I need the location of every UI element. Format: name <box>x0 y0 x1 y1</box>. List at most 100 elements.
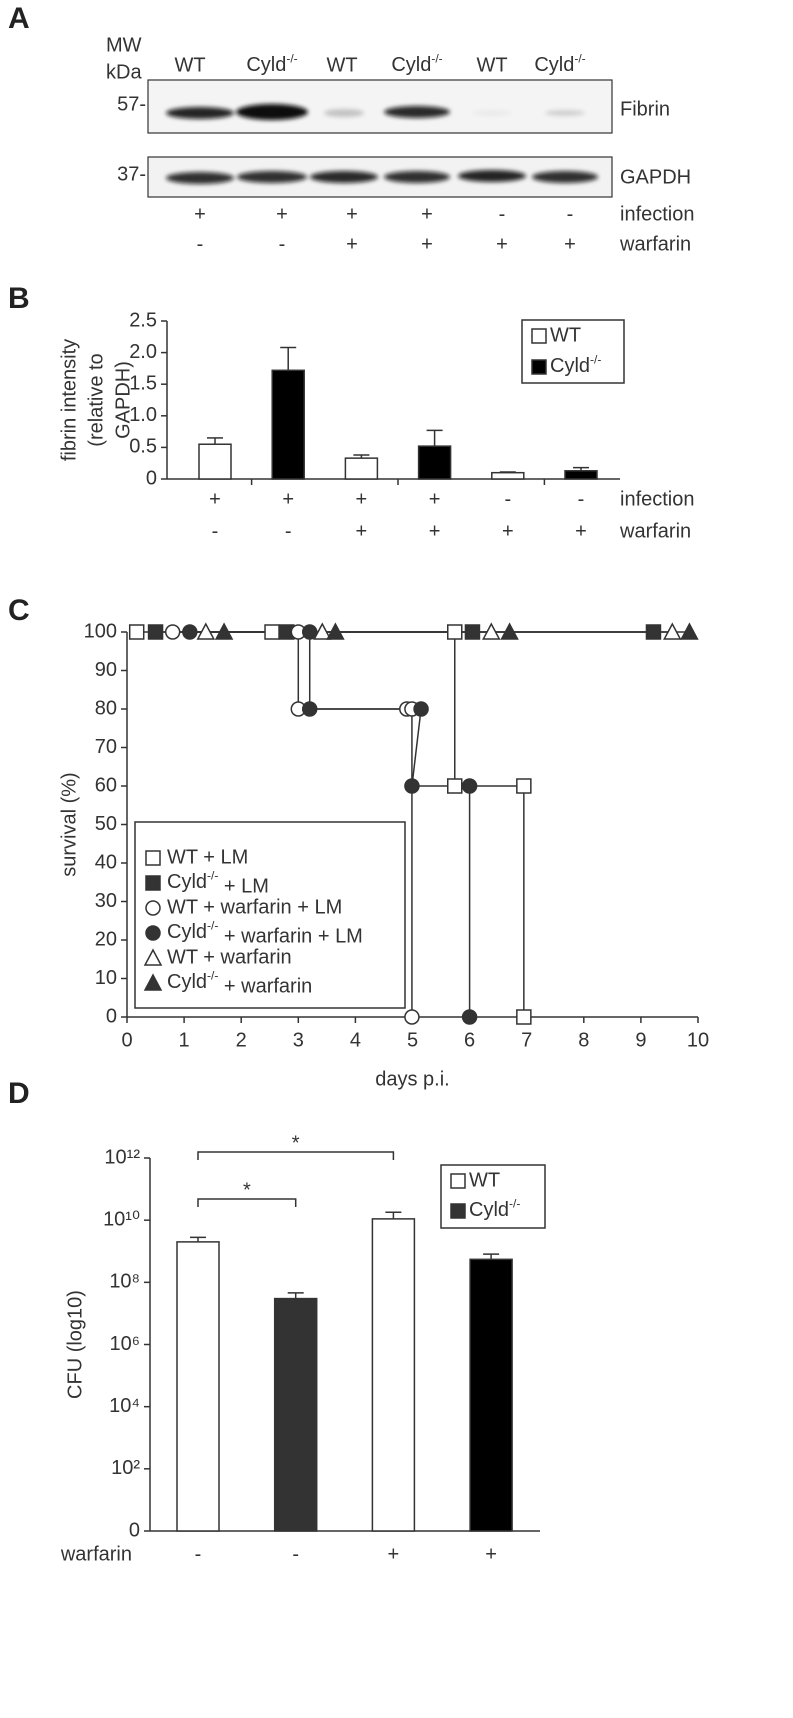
condition-sign: + <box>194 203 206 225</box>
superscript: -/- <box>574 52 585 66</box>
y-tick-label: 0.5 <box>129 436 157 458</box>
band <box>310 171 378 183</box>
y-tick-label: 10⁴ <box>109 1395 140 1417</box>
x-axis-label: warfarin <box>60 1543 132 1565</box>
y-tick-label: 50 <box>95 813 117 835</box>
condition-label: infection <box>620 488 695 510</box>
condition-sign: + <box>346 233 358 255</box>
marker <box>264 624 280 640</box>
marker <box>128 624 145 640</box>
band <box>545 110 585 116</box>
y-tick-label: 2.0 <box>129 341 157 363</box>
marker <box>645 624 662 640</box>
band <box>237 171 307 183</box>
condition-sign: + <box>429 488 441 510</box>
condition-sign: - <box>279 233 286 255</box>
band <box>532 171 598 183</box>
marker <box>301 701 318 717</box>
condition-sign: + <box>421 203 433 225</box>
condition-sign: + <box>421 233 433 255</box>
legend-label: WT + warfarin + LM <box>167 896 342 918</box>
condition-sign: - <box>499 203 506 225</box>
marker <box>516 778 532 794</box>
x-tick-label: 4 <box>350 1029 361 1051</box>
y-axis-label: fibrin intensity <box>58 339 80 461</box>
marker <box>143 973 163 991</box>
bar <box>469 1258 513 1532</box>
y-axis-label: (relative to <box>85 353 107 446</box>
condition-sign: - <box>504 488 511 510</box>
y-axis-label: survival (%) <box>58 772 80 876</box>
blot-image <box>147 79 613 198</box>
condition-sign: - <box>197 233 204 255</box>
condition-sign: - <box>212 520 219 542</box>
condition-sign: + <box>356 488 368 510</box>
bar <box>417 445 452 480</box>
legend-swatch <box>450 1203 466 1219</box>
marker <box>663 622 682 640</box>
lane-label: Cyld-/- <box>391 52 442 77</box>
y-tick-label: 80 <box>95 697 117 719</box>
y-axis-label: GAPDH) <box>112 361 134 439</box>
condition-sign: + <box>276 203 288 225</box>
panel-letter: B <box>8 282 30 315</box>
superscript: -/- <box>509 1197 520 1211</box>
panel-letter: C <box>8 594 30 627</box>
x-tick-label: 9 <box>635 1029 646 1051</box>
bar <box>564 470 598 480</box>
legend-label: Cyld-/- <box>550 353 601 378</box>
y-tick-label: 10⁸ <box>109 1271 140 1293</box>
x-tick-label: 1 <box>179 1029 190 1051</box>
condition-sign: + <box>356 520 368 542</box>
superscript: -/- <box>207 869 218 883</box>
marker <box>326 622 345 640</box>
significance-star: * <box>243 1179 251 1201</box>
significance-star: * <box>292 1132 300 1154</box>
marker <box>500 622 519 640</box>
marker <box>145 925 161 941</box>
panel-letter: A <box>8 2 30 35</box>
mw-label: kDa <box>106 61 142 83</box>
band <box>472 110 512 116</box>
x-tick-label: 5 <box>407 1029 418 1051</box>
text-part: Cyld <box>246 54 286 76</box>
marker <box>164 624 181 640</box>
protein-label: Fibrin <box>620 98 670 120</box>
lane-label: Cyld-/- <box>534 52 585 77</box>
lane-label: WT <box>174 54 205 76</box>
band <box>384 106 450 118</box>
y-tick-label: 0 <box>146 467 157 489</box>
condition-sign: + <box>429 520 441 542</box>
text-part: Cyld <box>167 971 207 993</box>
superscript: -/- <box>207 919 218 933</box>
marker <box>301 624 318 640</box>
significance-bracket <box>197 1198 297 1207</box>
bar <box>491 471 525 480</box>
y-tick-label: 2.5 <box>129 309 157 331</box>
condition-sign: + <box>564 233 576 255</box>
condition-sign: - <box>578 488 585 510</box>
marker <box>413 701 429 717</box>
band <box>384 171 450 183</box>
bar <box>271 369 305 480</box>
legend-label: Cyld-/- + warfarin <box>167 969 312 998</box>
marker <box>143 948 163 966</box>
marker <box>145 900 161 916</box>
legend-swatch <box>531 359 547 375</box>
y-tick-label: 90 <box>95 659 117 681</box>
band <box>166 107 234 119</box>
marker <box>404 778 420 794</box>
text-part: Cyld <box>534 54 574 76</box>
y-tick-label: 10⁶ <box>110 1333 140 1355</box>
condition-sign: + <box>346 203 358 225</box>
bar <box>273 1297 318 1532</box>
bar <box>371 1218 416 1532</box>
legend-label: Cyld-/- <box>469 1197 520 1222</box>
y-tick-label: 10 <box>95 967 117 989</box>
condition-sign: + <box>209 488 221 510</box>
y-tick-label: 0 <box>106 1005 117 1027</box>
marker <box>182 624 198 640</box>
y-tick-label: 1.0 <box>129 404 157 426</box>
marker <box>516 1009 532 1025</box>
legend-label: Cyld-/- + LM <box>167 869 269 898</box>
